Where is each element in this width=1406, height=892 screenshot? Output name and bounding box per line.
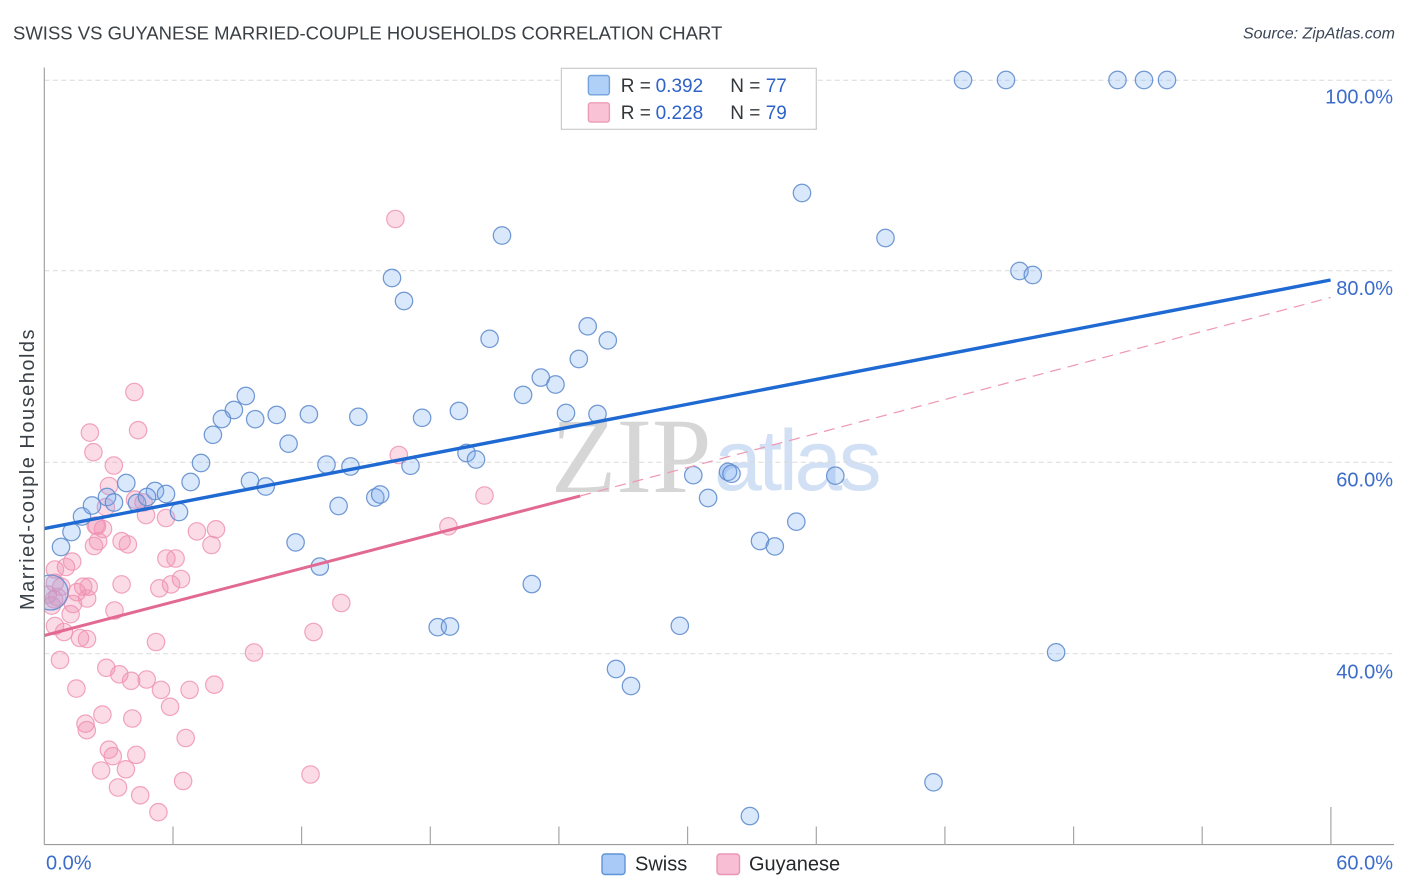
svg-text:Source: ZipAtlas.com: Source: ZipAtlas.com <box>1243 26 1395 43</box>
svg-text:79: 79 <box>766 103 787 124</box>
svg-text:0.228: 0.228 <box>656 103 704 124</box>
svg-text:N =: N = <box>730 76 760 97</box>
svg-text:Married-couple Households: Married-couple Households <box>17 328 39 610</box>
svg-text:100.0%: 100.0% <box>1325 86 1393 108</box>
svg-text:R =: R = <box>621 103 651 124</box>
svg-text:Guyanese: Guyanese <box>749 854 840 876</box>
svg-text:atlas: atlas <box>714 413 879 509</box>
svg-text:60.0%: 60.0% <box>1336 469 1393 491</box>
svg-text:SWISS VS GUYANESE MARRIED-COUP: SWISS VS GUYANESE MARRIED-COUPLE HOUSEHO… <box>13 23 722 44</box>
svg-text:0.0%: 0.0% <box>46 853 92 875</box>
svg-text:N =: N = <box>730 103 760 124</box>
svg-text:40.0%: 40.0% <box>1336 662 1393 684</box>
svg-text:60.0%: 60.0% <box>1336 853 1393 875</box>
svg-text:77: 77 <box>766 76 787 97</box>
svg-text:R =: R = <box>621 76 651 97</box>
svg-text:0.392: 0.392 <box>656 76 704 97</box>
svg-text:Swiss: Swiss <box>635 854 687 876</box>
svg-text:80.0%: 80.0% <box>1336 278 1393 300</box>
